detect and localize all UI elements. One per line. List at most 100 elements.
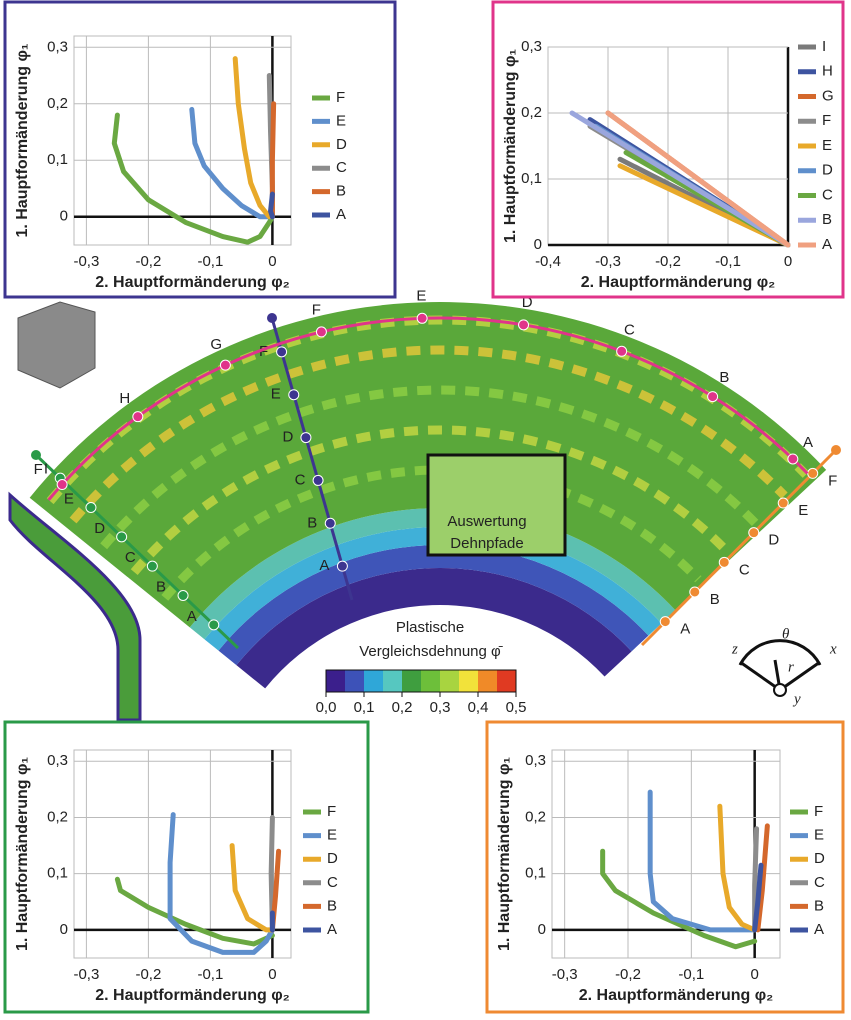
path-line (270, 317, 354, 601)
y-tick-label: 0 (60, 208, 68, 225)
legend-label: D (814, 850, 825, 867)
series-line (647, 789, 758, 933)
series-line (268, 191, 275, 220)
x-axis-label: 2. Hauptformänderung φ₂ (579, 987, 774, 1004)
colorbar-tick-label: 0,5 (506, 699, 527, 716)
path-label: E (416, 287, 426, 304)
contour-band (236, 568, 632, 689)
y-axis-label: 1. Hauptformänderung φ₁ (502, 49, 519, 243)
legend-label: F (814, 803, 823, 820)
path-point (787, 453, 799, 465)
path-point (324, 517, 336, 529)
path-point (288, 389, 300, 401)
path-label: B (710, 591, 720, 608)
series-line (569, 110, 791, 248)
colorbar-tick-label: 0,2 (392, 699, 413, 716)
path-line (34, 453, 240, 650)
coord-label: θ (782, 626, 790, 642)
path-label: A (319, 557, 329, 574)
path-label: E (64, 490, 74, 507)
colorbar-tick-label: 0,0 (316, 699, 337, 716)
contour-streak (46, 315, 810, 505)
colorbar-title: Plastische (396, 619, 464, 636)
path-line (640, 448, 838, 647)
colorbar-cell (478, 670, 498, 692)
x-tick-label: -0,3 (595, 253, 621, 270)
path-point (689, 586, 701, 598)
x-axis-label: 2. Hauptformänderung φ₂ (95, 274, 290, 291)
y-tick-label: 0,2 (47, 95, 68, 112)
path-point (116, 531, 128, 543)
colorbar-cell (383, 670, 403, 692)
path-point (56, 479, 68, 491)
path-label: B (307, 514, 317, 531)
path-point (718, 556, 730, 568)
legend-label: A (336, 206, 346, 223)
series-line (600, 848, 758, 950)
path-label: C (125, 549, 136, 566)
chart-frame (485, 720, 845, 1014)
path-label: A (803, 434, 813, 451)
path-point (315, 326, 327, 338)
path-label: B (719, 369, 729, 386)
contour-band (204, 527, 662, 651)
path-label: F (259, 343, 268, 360)
path-label: A (680, 621, 690, 638)
series-line (717, 803, 758, 933)
x-tick-label: -0,1 (197, 966, 223, 983)
colorbar-cell (402, 670, 422, 692)
inset-label: Dehnpfade (450, 535, 523, 552)
colorbar-cell (497, 670, 517, 692)
path-point (616, 345, 628, 357)
legend-label: B (822, 211, 832, 228)
coord-label: z (731, 641, 738, 657)
colorbar-cell (364, 670, 384, 692)
coord-label: y (792, 691, 801, 707)
coord-arc (738, 639, 822, 666)
path-arrow (31, 450, 41, 460)
legend-label: B (814, 897, 824, 914)
path-label: D (522, 294, 533, 311)
x-tick-label: 0 (750, 966, 758, 983)
x-tick-label: -0,3 (73, 966, 99, 983)
path-point (416, 312, 428, 324)
path-point (276, 346, 288, 358)
path-label: C (295, 471, 306, 488)
series-line (114, 876, 275, 947)
path-point (336, 560, 348, 572)
x-tick-label: -0,1 (715, 253, 741, 270)
legend-label: F (327, 803, 336, 820)
legend-label: B (327, 897, 337, 914)
path-label: A (187, 608, 197, 625)
legend-label: A (822, 236, 832, 253)
legend-label: A (814, 921, 824, 938)
y-tick-label: 0,2 (521, 104, 542, 121)
path-label: F (34, 461, 43, 478)
y-tick-label: 0,3 (525, 752, 546, 769)
plot-area (551, 749, 781, 959)
legend-label: C (336, 159, 347, 176)
path-arrow (267, 313, 277, 323)
x-tick-label: -0,2 (615, 966, 641, 983)
legend-label: E (327, 827, 337, 844)
colorbar-cell (440, 670, 460, 692)
contour-streak (100, 385, 759, 550)
path-point (132, 411, 144, 423)
inset-box (426, 453, 567, 557)
coord-label: x (829, 641, 837, 657)
legend-label: C (814, 874, 825, 891)
plot-area (73, 749, 292, 959)
path-label: G (210, 336, 222, 353)
path-label: C (739, 561, 750, 578)
coord-origin (773, 683, 787, 697)
path-label: D (768, 532, 779, 549)
section-strip (8, 491, 142, 722)
path-point (85, 501, 97, 513)
coord-axis (779, 660, 821, 692)
legend-label: E (822, 137, 832, 154)
x-tick-label: -0,2 (135, 966, 161, 983)
legend-label: B (336, 183, 346, 200)
legend-label: D (822, 162, 833, 179)
plot-area (73, 35, 292, 246)
path-point (707, 391, 719, 403)
